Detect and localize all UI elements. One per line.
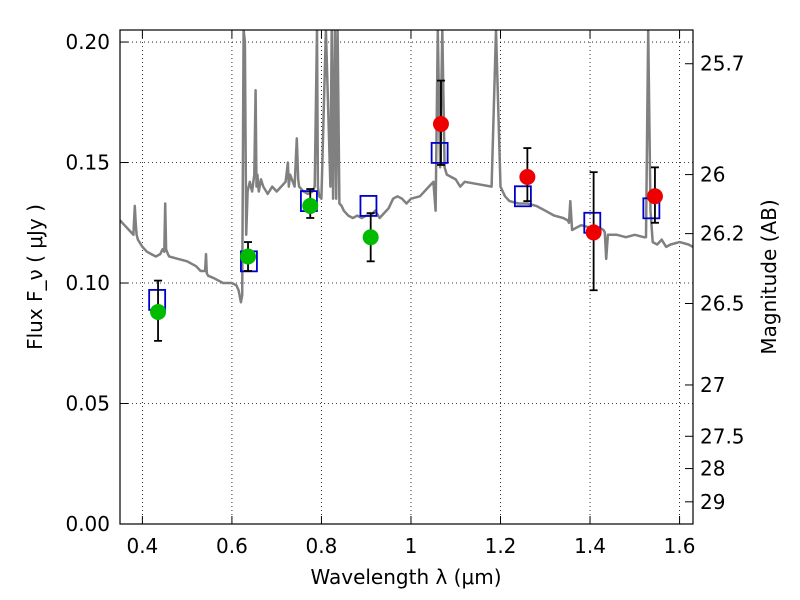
x-tick-label: 1.2	[485, 534, 517, 558]
red-data-point	[519, 168, 536, 185]
red-data-point	[646, 188, 663, 205]
right-tick-label: 27	[700, 373, 725, 397]
y-tick-label: 0.05	[65, 392, 110, 416]
model-spectrum-layer	[120, 30, 693, 304]
x-tick-label: 0.8	[306, 534, 338, 558]
model-box-marker	[513, 185, 532, 208]
right-axis-label: Magnitude (AB)	[757, 199, 781, 354]
x-axis-label: Wavelength λ (μm)	[310, 565, 501, 589]
x-tick-label: 0.6	[216, 534, 248, 558]
x-tick-label: 1	[405, 534, 418, 558]
grid-lines	[120, 30, 693, 525]
model-box-marker	[430, 141, 449, 164]
model-spectrum-line	[120, 30, 693, 304]
y-axis-label: Flux F_ν ( μJy )	[23, 204, 47, 350]
y-tick-label: 0.15	[65, 151, 110, 175]
right-tick-label: 26.2	[700, 222, 745, 246]
right-tick-label: 29	[700, 490, 725, 514]
green-data-point	[240, 248, 257, 265]
observed-points-layer	[150, 115, 663, 320]
green-data-point	[150, 303, 167, 320]
right-tick-label: 26	[700, 163, 725, 187]
x-tick-label: 0.4	[126, 534, 158, 558]
x-axis: 0.4 0.6 0.8 1 1.2 1.4 1.6	[126, 30, 695, 558]
x-tick-label: 1.6	[664, 534, 696, 558]
green-data-point	[362, 229, 379, 246]
y-tick-label: 0.20	[65, 30, 110, 54]
x-tick-label: 1.4	[574, 534, 606, 558]
y-axis-right: 25.7 26 26.2 26.5 27 27.5 28 29	[685, 52, 745, 514]
errorbar-layer	[154, 79, 659, 342]
right-tick-label: 28	[700, 457, 725, 481]
plot-frame	[119, 29, 694, 525]
y-axis-left: 0.00 0.05 0.10 0.15 0.20	[65, 30, 128, 536]
model-box-marker	[359, 195, 378, 217]
y-tick-label: 0.00	[65, 512, 110, 536]
y-tick-label: 0.10	[65, 271, 110, 295]
red-data-point	[585, 224, 602, 241]
green-data-point	[302, 197, 319, 214]
right-tick-label: 25.7	[700, 52, 745, 76]
red-data-point	[432, 115, 449, 132]
right-tick-label: 26.5	[700, 292, 745, 316]
right-tick-label: 27.5	[700, 424, 745, 448]
